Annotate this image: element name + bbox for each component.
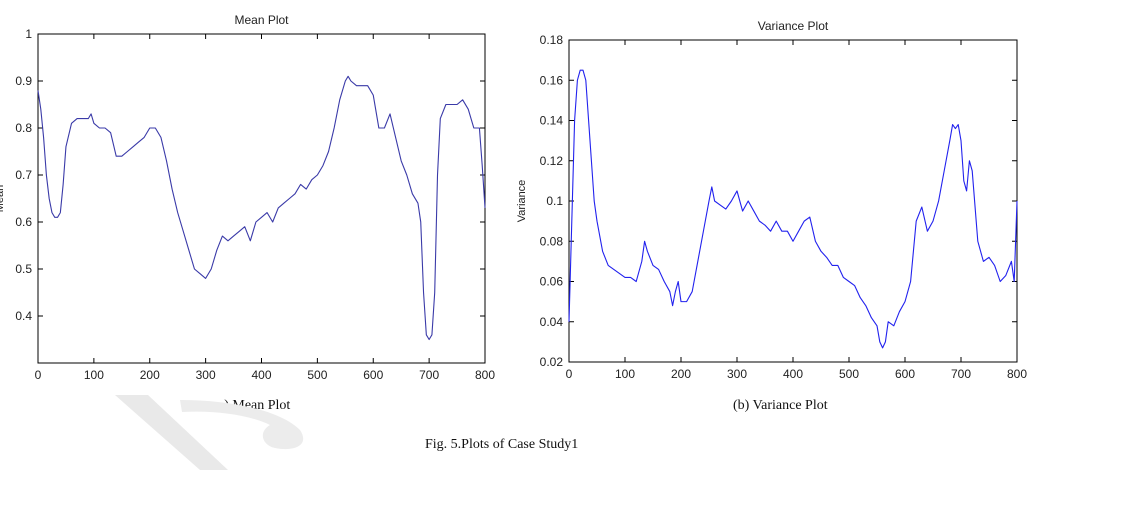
x-tick-label: 100 bbox=[615, 367, 635, 381]
x-tick-label: 200 bbox=[671, 367, 691, 381]
y-tick-label: 0.4 bbox=[15, 309, 32, 323]
chart-title: Variance Plot bbox=[758, 19, 829, 33]
y-tick-label: 0.16 bbox=[540, 73, 564, 87]
x-tick-label: 500 bbox=[307, 368, 327, 382]
y-tick-label: 1 bbox=[25, 27, 32, 41]
chart-title: Mean Plot bbox=[234, 13, 289, 27]
plot-area-frame bbox=[37, 33, 486, 364]
y-tick-label: 0.6 bbox=[15, 215, 32, 229]
x-tick-label: 300 bbox=[727, 367, 747, 381]
caption-b: (b) Variance Plot bbox=[733, 398, 828, 413]
y-tick-label: 0.08 bbox=[540, 234, 564, 248]
x-tick-label: 700 bbox=[419, 368, 439, 382]
y-tick-label: 0.04 bbox=[540, 315, 564, 329]
y-tick-label: 0.02 bbox=[540, 355, 564, 369]
y-tick-label: 0.5 bbox=[15, 262, 32, 276]
series-line bbox=[568, 69, 1018, 349]
x-tick-label: 400 bbox=[783, 367, 803, 381]
y-tick-label: 0.7 bbox=[15, 168, 32, 182]
x-tick-label: 400 bbox=[251, 368, 271, 382]
y-tick-label: 0.1 bbox=[546, 194, 563, 208]
x-tick-label: 300 bbox=[196, 368, 216, 382]
y-axis-label: Mean bbox=[0, 185, 6, 213]
y-tick-label: 0.9 bbox=[15, 74, 32, 88]
x-tick-label: 500 bbox=[839, 367, 859, 381]
caption-a: a) Mean Plot bbox=[218, 398, 291, 413]
x-tick-label: 800 bbox=[1007, 367, 1027, 381]
y-tick-label: 0.8 bbox=[15, 121, 32, 135]
x-tick-label: 800 bbox=[475, 368, 495, 382]
y-tick-label: 0.14 bbox=[540, 114, 564, 128]
plot-area-frame bbox=[568, 39, 1018, 363]
x-tick-label: 200 bbox=[140, 368, 160, 382]
y-tick-label: 0.18 bbox=[540, 33, 564, 47]
y-tick-label: 0.06 bbox=[540, 275, 564, 289]
y-axis-label: Variance bbox=[516, 180, 528, 223]
watermark-shape-1 bbox=[115, 395, 228, 470]
series-line bbox=[37, 75, 486, 341]
variance-plot-chart: Variance Plot 0 100 200 300 400 500 600 700 800 0.… bbox=[516, 19, 1027, 381]
x-tick-label: 0 bbox=[35, 368, 42, 382]
figure-caption: Fig. 5.Plots of Case Study1 bbox=[425, 437, 579, 452]
mean-plot-chart: Mean Plot 0 100 200 300 400 500 600 700 800 0.4 0.5… bbox=[0, 13, 495, 382]
y-tick-label: 0.12 bbox=[540, 154, 564, 168]
x-tick-label: 700 bbox=[951, 367, 971, 381]
x-tick-label: 600 bbox=[363, 368, 383, 382]
x-tick-label: 0 bbox=[566, 367, 573, 381]
x-tick-label: 100 bbox=[84, 368, 104, 382]
x-tick-label: 600 bbox=[895, 367, 915, 381]
